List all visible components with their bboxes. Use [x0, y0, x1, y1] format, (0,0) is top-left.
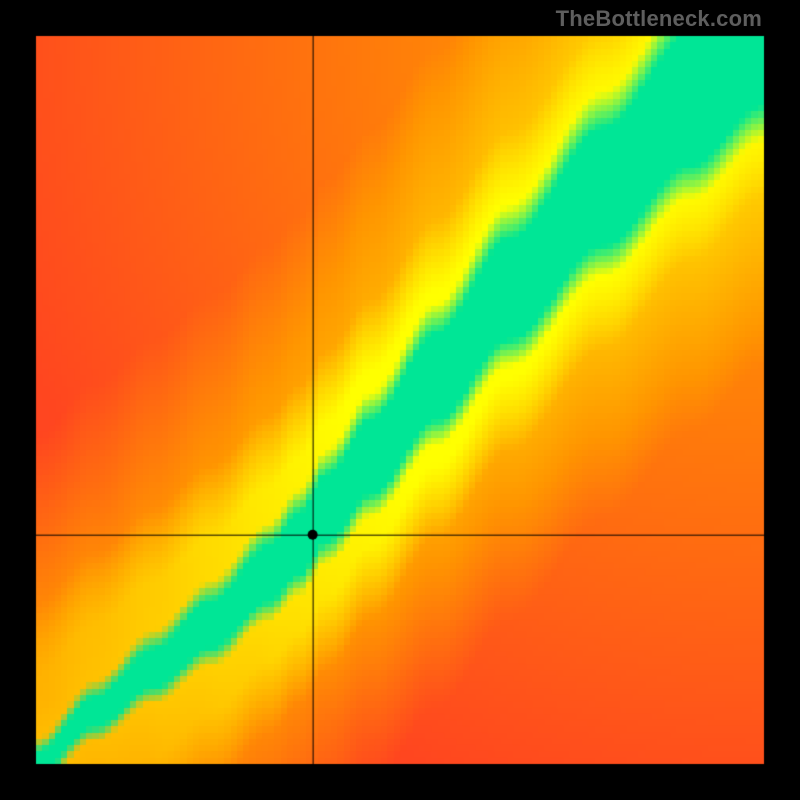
chart-container: TheBottleneck.com	[0, 0, 800, 800]
watermark-text: TheBottleneck.com	[556, 6, 762, 32]
bottleneck-heatmap-canvas	[0, 0, 800, 800]
